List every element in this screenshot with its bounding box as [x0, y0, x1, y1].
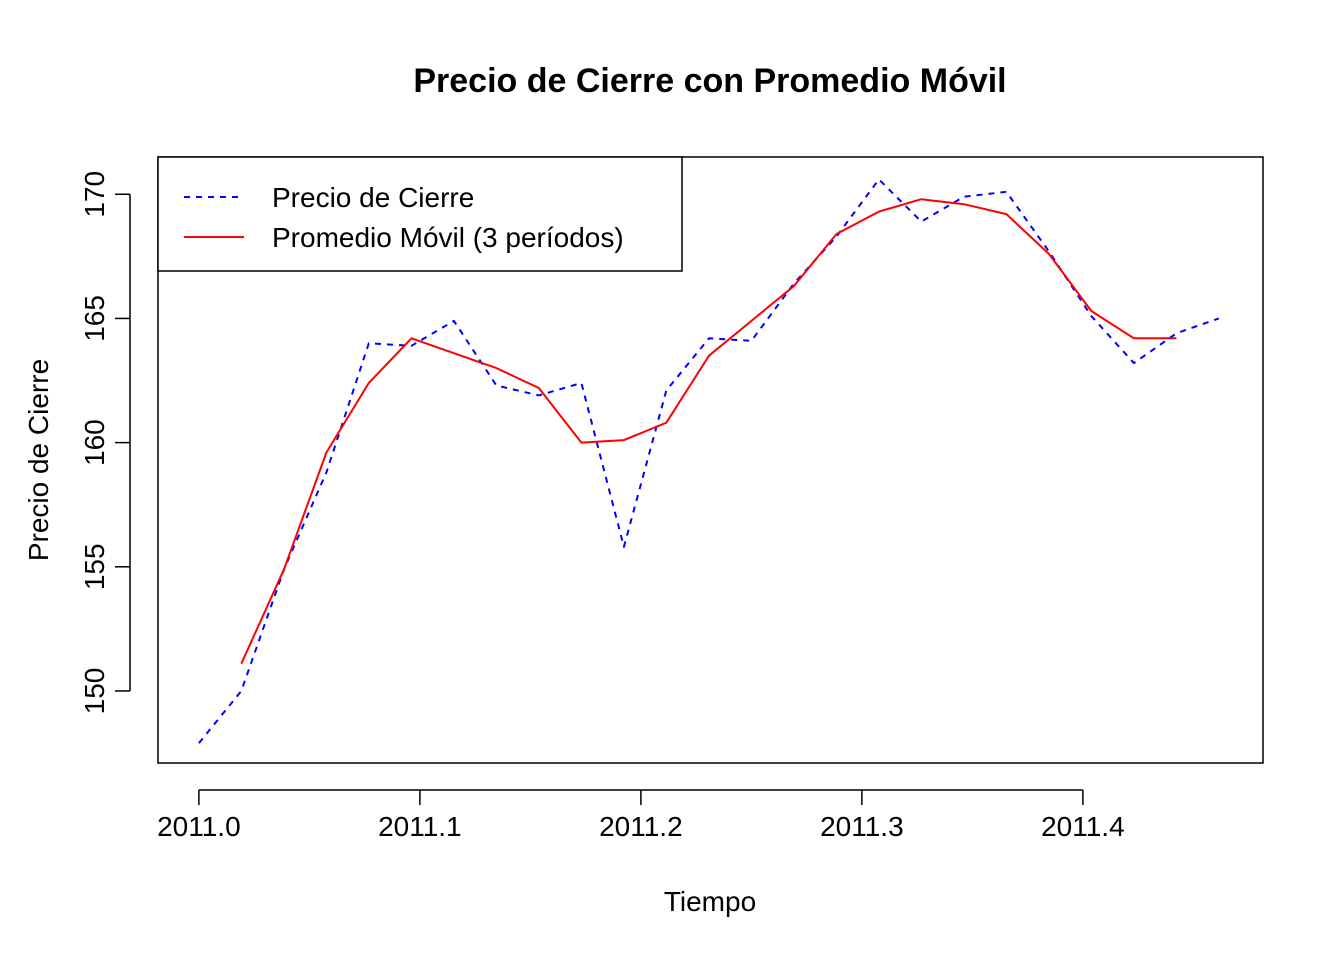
- x-tick-label: 2011.2: [599, 811, 683, 842]
- y-tick-label: 170: [79, 171, 110, 218]
- y-tick-label: 165: [79, 295, 110, 342]
- legend-label-promedio-movil: Promedio Móvil (3 períodos): [272, 222, 624, 253]
- series-line-precio-de-cierre: [198, 178, 1220, 744]
- series-layer: [198, 178, 1220, 744]
- y-tick-label: 155: [79, 543, 110, 590]
- y-axis-label: Precio de Cierre: [23, 359, 54, 561]
- x-tick-label: 2011.0: [157, 811, 241, 842]
- legend: Precio de Cierre Promedio Móvil (3 perío…: [157, 156, 683, 272]
- x-axis-label: Tiempo: [664, 886, 756, 917]
- y-tick-label: 160: [79, 419, 110, 466]
- legend-label-precio-de-cierre: Precio de Cierre: [272, 182, 474, 213]
- y-axis: 150 155 160 165 170: [79, 171, 131, 715]
- x-axis: 2011.0 2011.1 2011.2 2011.3 2011.4: [157, 789, 1125, 842]
- series-line-promedio-movil: [240, 198, 1177, 665]
- plot-area: [157, 156, 1264, 764]
- chart-title: Precio de Cierre con Promedio Móvil: [413, 62, 1006, 100]
- y-tick-label: 150: [79, 668, 110, 715]
- legend-box: [157, 156, 683, 272]
- x-tick-label: 2011.4: [1041, 811, 1125, 842]
- x-tick-label: 2011.1: [378, 811, 462, 842]
- x-tick-label: 2011.3: [820, 811, 904, 842]
